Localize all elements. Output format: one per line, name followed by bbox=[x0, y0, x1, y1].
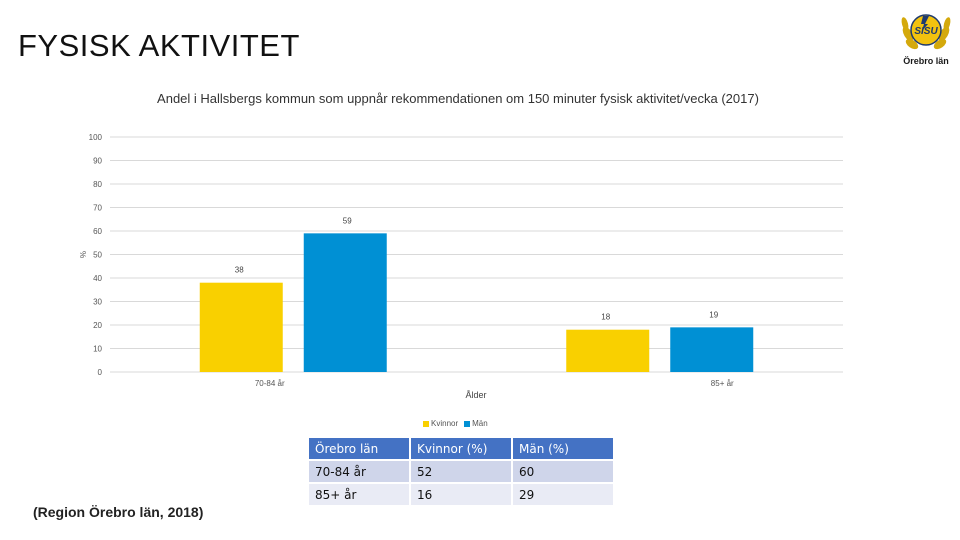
table-cell: 70-84 år bbox=[309, 461, 409, 482]
legend-label-man: Män bbox=[472, 419, 488, 428]
y-tick-label: 30 bbox=[93, 298, 102, 307]
chart-legend: Kvinnor Män bbox=[423, 419, 488, 428]
logo-caption: Örebro län bbox=[903, 56, 949, 66]
x-tick-label: 85+ år bbox=[711, 379, 734, 388]
table-cell: 85+ år bbox=[309, 484, 409, 505]
table-cell: 16 bbox=[411, 484, 511, 505]
bar bbox=[566, 329, 650, 372]
table-cell: 29 bbox=[513, 484, 613, 505]
legend-swatch-kvinnor bbox=[423, 420, 429, 427]
y-tick-label: 0 bbox=[98, 368, 103, 377]
table-header-cell: Örebro län bbox=[309, 438, 409, 459]
table-row: 70-84 år 52 60 bbox=[309, 461, 613, 482]
data-table: Örebro län Kvinnor (%) Män (%) 70-84 år … bbox=[307, 436, 615, 507]
y-tick-label: 10 bbox=[93, 345, 102, 354]
bar bbox=[670, 327, 754, 372]
legend-item-kvinnor: Kvinnor bbox=[423, 419, 458, 428]
svg-text:SISU: SISU bbox=[914, 26, 938, 37]
legend-item-man: Män bbox=[464, 419, 488, 428]
table-cell: 52 bbox=[411, 461, 511, 482]
legend-swatch-man bbox=[464, 420, 471, 427]
y-tick-label: 20 bbox=[93, 321, 102, 330]
y-tick-label: 50 bbox=[93, 251, 102, 260]
data-label: 18 bbox=[601, 313, 610, 322]
x-tick-label: 70-84 år bbox=[255, 379, 285, 388]
table-header-cell: Män (%) bbox=[513, 438, 613, 459]
y-tick-label: 40 bbox=[93, 274, 102, 283]
y-tick-label: 80 bbox=[93, 180, 102, 189]
data-label: 38 bbox=[235, 266, 244, 275]
y-axis-label: % bbox=[79, 251, 88, 258]
x-axis-label: Ålder bbox=[465, 390, 486, 400]
legend-label-kvinnor: Kvinnor bbox=[431, 419, 459, 428]
table-row: 85+ år 16 29 bbox=[309, 484, 613, 505]
table-cell: 60 bbox=[513, 461, 613, 482]
bar bbox=[199, 282, 283, 372]
data-label: 19 bbox=[709, 310, 718, 319]
y-tick-label: 60 bbox=[93, 227, 102, 236]
table-header-row: Örebro län Kvinnor (%) Män (%) bbox=[309, 438, 613, 459]
table-header-cell: Kvinnor (%) bbox=[411, 438, 511, 459]
y-tick-label: 100 bbox=[89, 133, 103, 142]
source-citation: (Region Örebro län, 2018) bbox=[33, 504, 204, 520]
page-title: FYSISK AKTIVITET bbox=[18, 28, 300, 63]
bar bbox=[303, 233, 387, 372]
y-tick-label: 90 bbox=[93, 157, 102, 166]
y-tick-label: 70 bbox=[93, 204, 102, 213]
chart-title: Andel i Hallsbergs kommun som uppnår rek… bbox=[157, 91, 759, 106]
data-label: 59 bbox=[343, 216, 352, 225]
sisu-laurel-logo-icon: SISU bbox=[901, 14, 951, 50]
